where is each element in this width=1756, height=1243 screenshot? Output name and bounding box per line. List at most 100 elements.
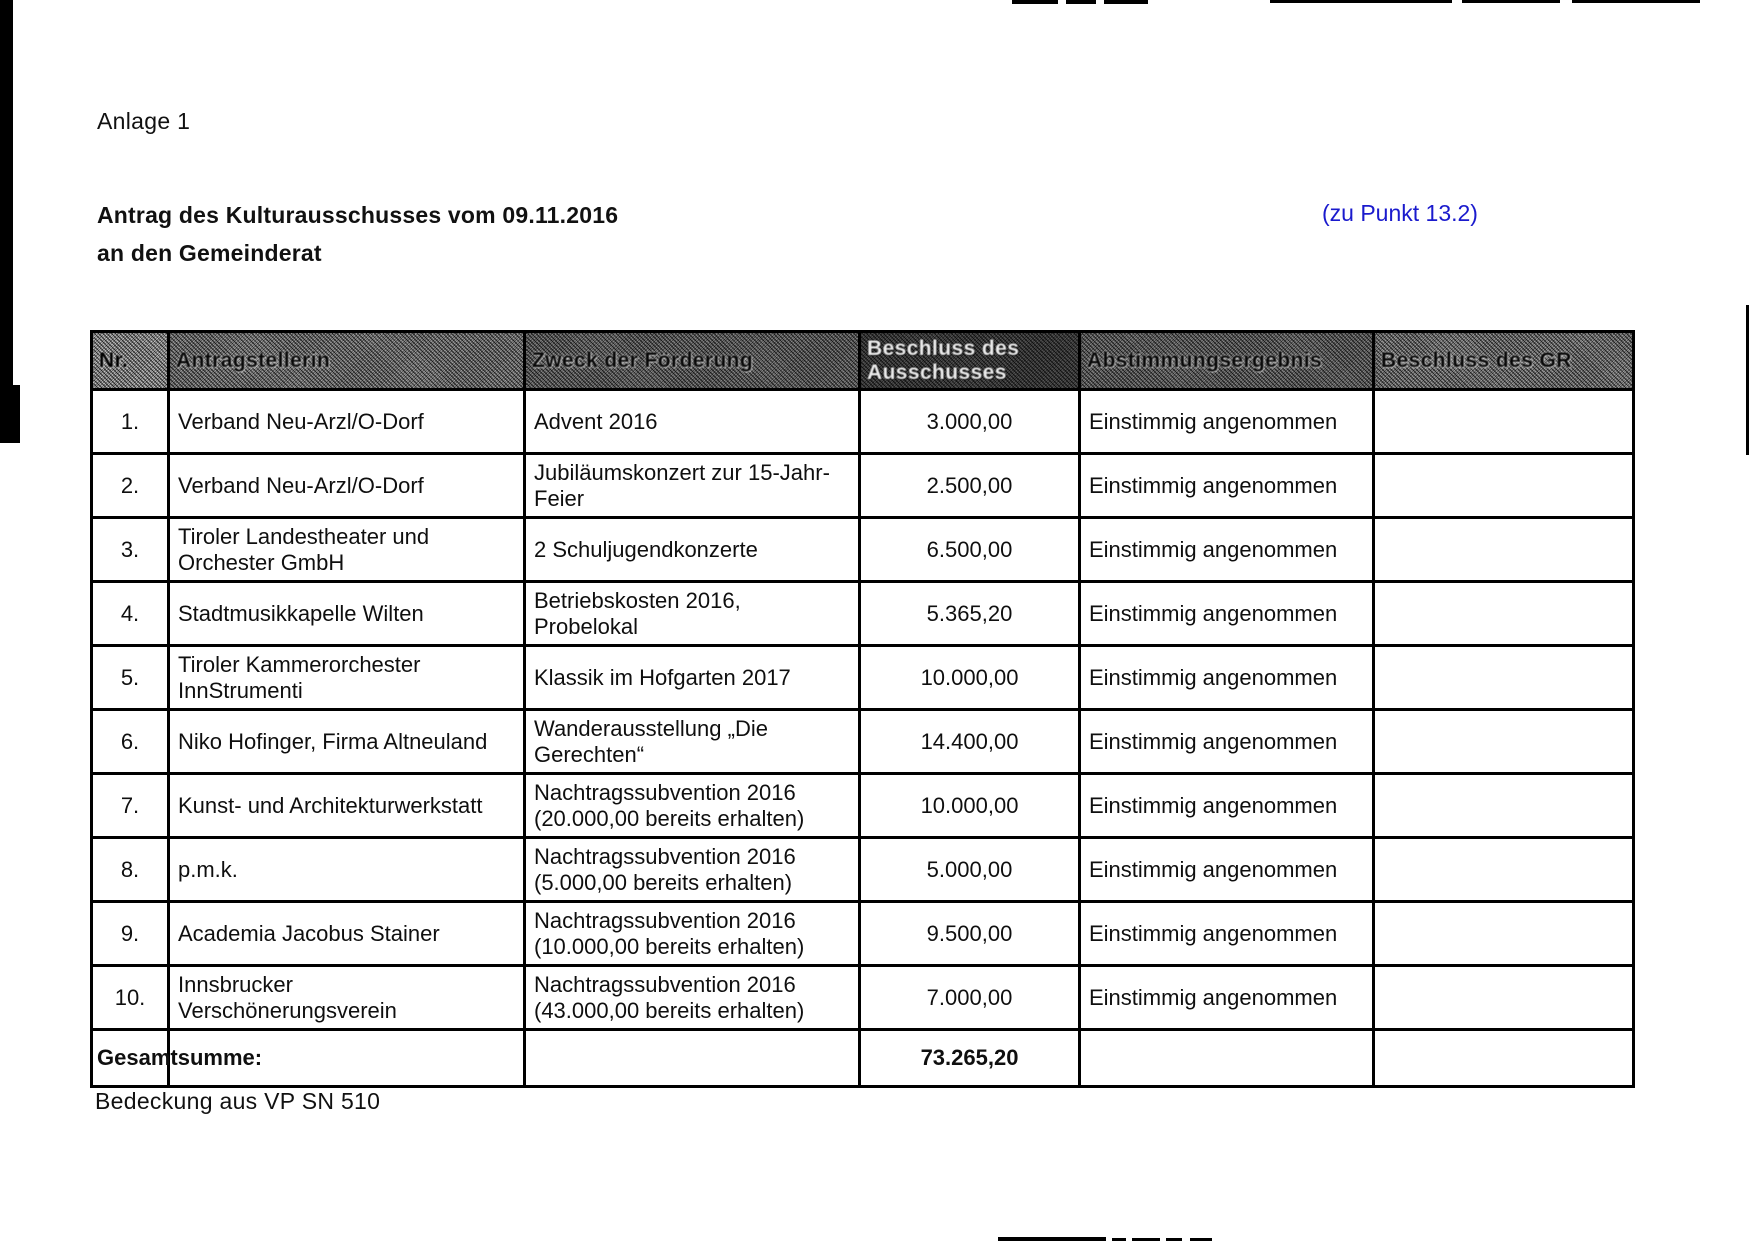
scan-artifact-bottom-dash — [1190, 1238, 1212, 1241]
table-header-row: Nr. Antragstellerin Zweck der Förderung … — [90, 330, 1635, 391]
cell-zweck: Advent 2016 — [523, 388, 861, 455]
cell-total-label: Gesamtsumme: — [90, 1028, 262, 1088]
cell-nr: 6. — [90, 708, 170, 775]
cell-zweck: Betriebskosten 2016, Probelokal — [523, 580, 861, 647]
scan-artifact-bottom-dash — [1112, 1238, 1126, 1241]
cell-betrag: 2.500,00 — [858, 452, 1081, 519]
cell-nr: 4. — [90, 580, 170, 647]
scan-artifact-top-dash — [1572, 0, 1700, 3]
cell-antragstellerin: Verband Neu-Arzl/O-Dorf — [167, 388, 526, 455]
cell-antragstellerin: Academia Jacobus Stainer — [167, 900, 526, 967]
scan-artifact-top-dash — [1270, 0, 1452, 3]
cell-antragstellerin: Verband Neu-Arzl/O-Dorf — [167, 452, 526, 519]
table-row: 2. Verband Neu-Arzl/O-Dorf Jubiläumskonzer… — [90, 452, 1635, 519]
table-row: 4. Stadtmusikkapelle Wilten Betriebskosten… — [90, 580, 1635, 647]
scan-artifact-bottom-dash — [1166, 1238, 1182, 1241]
table-body: 1. Verband Neu-Arzl/O-Dorf Advent 2016 3.00… — [90, 388, 1635, 1088]
scan-artifact-left-bar — [0, 0, 13, 387]
cell-beschluss-gr — [1372, 708, 1635, 775]
subsidy-table: Nr. Antragstellerin Zweck der Förderung … — [90, 330, 1635, 1088]
cell-beschluss-gr — [1372, 452, 1635, 519]
cell-beschluss-gr — [1372, 836, 1635, 903]
cell-beschluss-gr — [1372, 516, 1635, 583]
cell-total-empty — [1078, 1028, 1375, 1088]
cell-beschluss-gr — [1372, 388, 1635, 455]
col-header-beschluss-ausschuss: Beschluss des Ausschusses — [858, 330, 1081, 391]
col-header-beschluss-gr: Beschluss des GR — [1372, 330, 1635, 391]
cell-zweck: Nachtragssubvention 2016 (20.000,00 bere… — [523, 772, 861, 839]
table-row: 1. Verband Neu-Arzl/O-Dorf Advent 2016 3.00… — [90, 388, 1635, 455]
cell-beschluss-gr — [1372, 580, 1635, 647]
scan-artifact-bottom-dash — [1132, 1238, 1160, 1241]
cell-abstimmungsergebnis: Einstimmig angenommen — [1078, 708, 1375, 775]
cell-betrag: 10.000,00 — [858, 644, 1081, 711]
cell-betrag: 7.000,00 — [858, 964, 1081, 1031]
cell-zweck: Nachtragssubvention 2016 (5.000,00 berei… — [523, 836, 861, 903]
cell-betrag: 14.400,00 — [858, 708, 1081, 775]
cell-betrag: 6.500,00 — [858, 516, 1081, 583]
cell-zweck: Wanderausstellung „Die Gerechten“ — [523, 708, 861, 775]
table-row: 6. Niko Hofinger, Firma Altneuland Wandera… — [90, 708, 1635, 775]
cell-nr: 2. — [90, 452, 170, 519]
cell-abstimmungsergebnis: Einstimmig angenommen — [1078, 772, 1375, 839]
table-total-row: Gesamtsumme: 73.265,20 — [90, 1028, 1635, 1088]
cell-zweck: Nachtragssubvention 2016 (10.000,00 bere… — [523, 900, 861, 967]
cell-beschluss-gr — [1372, 644, 1635, 711]
table-row: 8. p.m.k. Nachtragssubvention 2016 (5.000,… — [90, 836, 1635, 903]
cell-antragstellerin: Stadtmusikkapelle Wilten — [167, 580, 526, 647]
cell-betrag: 5.000,00 — [858, 836, 1081, 903]
cell-abstimmungsergebnis: Einstimmig angenommen — [1078, 644, 1375, 711]
cell-abstimmungsergebnis: Einstimmig angenommen — [1078, 516, 1375, 583]
cell-betrag: 9.500,00 — [858, 900, 1081, 967]
cell-beschluss-gr — [1372, 772, 1635, 839]
table-row: 7. Kunst- und Architekturwerkstatt Nachtra… — [90, 772, 1635, 839]
cell-betrag: 5.365,20 — [858, 580, 1081, 647]
cell-abstimmungsergebnis: Einstimmig angenommen — [1078, 388, 1375, 455]
cell-betrag: 10.000,00 — [858, 772, 1081, 839]
anlage-label: Anlage 1 — [97, 108, 191, 134]
scan-artifact-top-dash — [1462, 0, 1560, 3]
scan-artifact-top-dash — [1012, 0, 1058, 4]
cell-antragstellerin: Innsbrucker Verschönerungsverein — [167, 964, 526, 1031]
document-heading: Antrag des Kulturausschusses vom 09.11.2… — [97, 196, 618, 272]
col-header-nr: Nr. — [90, 330, 170, 391]
cell-abstimmungsergebnis: Einstimmig angenommen — [1078, 900, 1375, 967]
cell-abstimmungsergebnis: Einstimmig angenommen — [1078, 836, 1375, 903]
cell-beschluss-gr — [1372, 964, 1635, 1031]
cell-betrag: 3.000,00 — [858, 388, 1081, 455]
cell-total-empty — [1372, 1028, 1635, 1088]
cell-antragstellerin: Tiroler Landestheater und Orchester GmbH — [167, 516, 526, 583]
heading-line-1: Antrag des Kulturausschusses vom 09.11.2… — [97, 202, 619, 228]
col-header-abstimmungsergebnis: Abstimmungsergebnis — [1078, 330, 1375, 391]
cell-total-betrag: 73.265,20 — [858, 1028, 1081, 1088]
cell-nr: 7. — [90, 772, 170, 839]
cell-abstimmungsergebnis: Einstimmig angenommen — [1078, 452, 1375, 519]
cell-zweck: Klassik im Hofgarten 2017 — [523, 644, 861, 711]
scan-artifact-top-dash — [1104, 0, 1148, 4]
cell-antragstellerin: Niko Hofinger, Firma Altneuland — [167, 708, 526, 775]
cell-antragstellerin: p.m.k. — [167, 836, 526, 903]
scan-artifact-left-bar-foot — [0, 385, 20, 443]
scan-artifact-bottom-line — [998, 1237, 1106, 1241]
cell-nr: 1. — [90, 388, 170, 455]
cell-beschluss-gr — [1372, 900, 1635, 967]
cell-nr: 10. — [90, 964, 170, 1031]
scan-artifact-right-line — [1746, 305, 1749, 455]
cell-nr: 3. — [90, 516, 170, 583]
cell-antragstellerin: Tiroler Kammerorchester InnStrumenti — [167, 644, 526, 711]
table-row: 9. Academia Jacobus Stainer Nachtragssubve… — [90, 900, 1635, 967]
cell-nr: 5. — [90, 644, 170, 711]
cell-zweck: Nachtragssubvention 2016 (43.000,00 bere… — [523, 964, 861, 1031]
footer-note: Bedeckung aus VP SN 510 — [95, 1088, 381, 1114]
cell-nr: 9. — [90, 900, 170, 967]
cell-abstimmungsergebnis: Einstimmig angenommen — [1078, 964, 1375, 1031]
cell-nr: 8. — [90, 836, 170, 903]
cell-zweck: 2 Schuljugendkonzerte — [523, 516, 861, 583]
cell-abstimmungsergebnis: Einstimmig angenommen — [1078, 580, 1375, 647]
punkt-reference: (zu Punkt 13.2) — [1322, 200, 1478, 226]
cell-total-empty — [167, 1028, 526, 1088]
col-header-antragstellerin: Antragstellerin — [167, 330, 526, 391]
heading-line-2: an den Gemeinderat — [97, 240, 322, 266]
cell-total-empty — [523, 1028, 861, 1088]
